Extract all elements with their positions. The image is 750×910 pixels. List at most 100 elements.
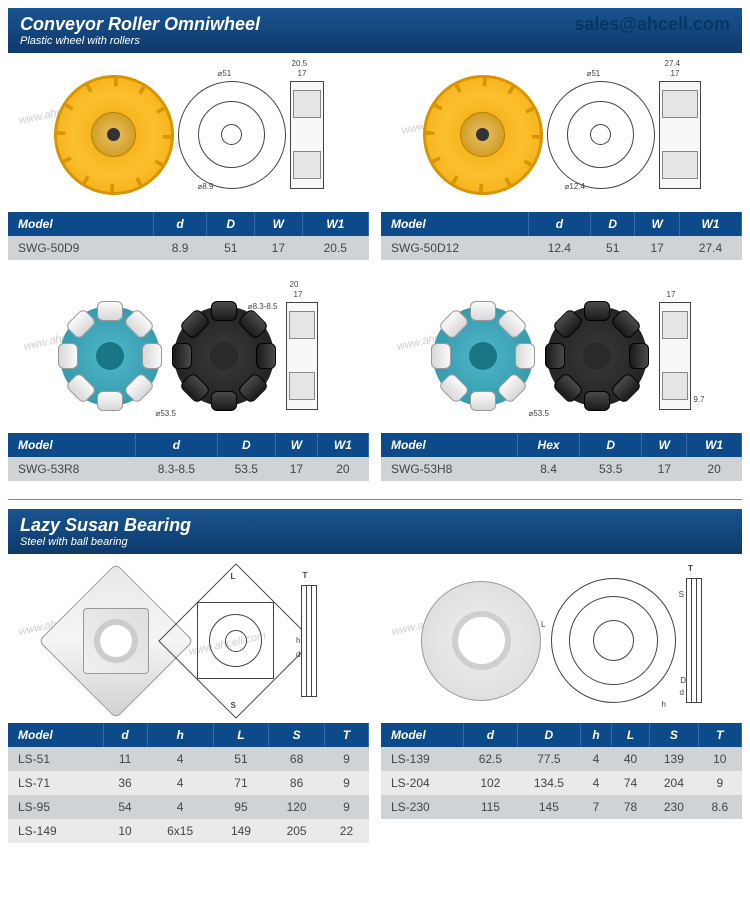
table-ls-square: ModeldhLSTLS-5111451689LS-7136471869LS-9… xyxy=(8,723,369,843)
col-header: Model xyxy=(8,433,136,457)
col-header: W1 xyxy=(302,212,368,236)
bearing-photo-icon xyxy=(421,581,541,701)
table-cell: 62.5 xyxy=(464,747,517,771)
col-header: W1 xyxy=(687,433,742,457)
side-drawing-icon xyxy=(301,585,317,697)
table-cell: 27.4 xyxy=(679,236,741,260)
dim-label: ⌀51 xyxy=(587,69,601,78)
front-drawing-icon xyxy=(181,586,291,696)
table-row: LS-5111451689 xyxy=(8,747,369,771)
product-swg50d12: www.ahcell.com ⌀51 ⌀12.4 27.4 17 ModeldD… xyxy=(381,57,742,260)
table-cell: 204 xyxy=(650,771,698,795)
table-cell: SWG-50D9 xyxy=(8,236,153,260)
product-lazysusan-square: www.ahcell.com www.ahcell.com L S h d T xyxy=(8,558,369,843)
dim-label: 9.7 xyxy=(693,395,704,404)
dim-label: S xyxy=(231,701,236,710)
table-cell: 51 xyxy=(590,236,634,260)
table-cell: 4 xyxy=(147,747,213,771)
dim-label: d xyxy=(680,688,684,697)
table-row: SWG-53R88.3-8.553.51720 xyxy=(8,457,369,481)
table-cell: 8.6 xyxy=(698,795,741,819)
table-cell: 71 xyxy=(213,771,269,795)
col-header: Hex xyxy=(518,433,580,457)
table-row: SWG-50D98.9511720.5 xyxy=(8,236,369,260)
table-cell: 12.4 xyxy=(528,236,590,260)
dim-label: ⌀53.5 xyxy=(156,409,176,418)
col-header: Model xyxy=(381,212,528,236)
col-header: d xyxy=(103,723,147,747)
omniwheel-photo-icon xyxy=(433,306,533,406)
table-cell: 78 xyxy=(611,795,649,819)
table-cell: 4 xyxy=(581,747,612,771)
table-row: LS-204102134.54742049 xyxy=(381,771,742,795)
table-cell: LS-51 xyxy=(8,747,103,771)
col-header: d xyxy=(528,212,590,236)
dim-label: ⌀8.9 xyxy=(198,182,214,191)
section2-title: Lazy Susan Bearing xyxy=(20,515,730,536)
col-header: W xyxy=(255,212,303,236)
col-header: D xyxy=(579,433,641,457)
product-lazysusan-round: www.ahcell.com www.ahcell.com S L D d h … xyxy=(381,558,742,843)
dim-label: ⌀53.5 xyxy=(529,409,549,418)
table-cell: 74 xyxy=(611,771,649,795)
section1-subtitle: Plastic wheel with rollers xyxy=(20,35,730,47)
dim-label: 20 xyxy=(290,280,299,289)
table-cell: 9 xyxy=(324,771,368,795)
table-cell: 22 xyxy=(324,819,368,843)
table-row: LS-13962.577.544013910 xyxy=(381,747,742,771)
table-cell: 9 xyxy=(698,771,741,795)
table-cell: LS-204 xyxy=(381,771,464,795)
table-cell: 77.5 xyxy=(517,747,581,771)
col-header: h xyxy=(581,723,612,747)
table-cell: 20.5 xyxy=(302,236,368,260)
section2-header: Lazy Susan Bearing Steel with ball beari… xyxy=(8,509,742,554)
front-drawing-icon xyxy=(174,306,274,406)
table-cell: 68 xyxy=(269,747,325,771)
table-cell: 95 xyxy=(213,795,269,819)
table-cell: 120 xyxy=(269,795,325,819)
col-header: W1 xyxy=(679,212,741,236)
table-cell: SWG-50D12 xyxy=(381,236,528,260)
dim-label: ⌀51 xyxy=(218,69,232,78)
email-text: sales@ahcell.com xyxy=(574,14,730,35)
table-row: SWG-53H88.453.51720 xyxy=(381,457,742,481)
table-cell: 54 xyxy=(103,795,147,819)
col-header: S xyxy=(269,723,325,747)
col-header: d xyxy=(464,723,517,747)
table-cell: 53.5 xyxy=(579,457,641,481)
dim-label: 17 xyxy=(298,69,307,78)
col-header: W xyxy=(275,433,317,457)
table-cell: 145 xyxy=(517,795,581,819)
col-header: W xyxy=(635,212,679,236)
table-cell: 10 xyxy=(103,819,147,843)
front-drawing-icon xyxy=(551,578,676,703)
side-drawing-icon xyxy=(659,302,691,410)
table-cell: 17 xyxy=(275,457,317,481)
col-header: W1 xyxy=(317,433,368,457)
dim-label: h xyxy=(662,700,666,709)
table-cell: 17 xyxy=(642,457,687,481)
table-cell: 6x15 xyxy=(147,819,213,843)
side-drawing-icon xyxy=(290,81,324,189)
table-ls-round: ModeldDhLSTLS-13962.577.544013910LS-2041… xyxy=(381,723,742,819)
table-swg53h8: ModelHexDWW1SWG-53H88.453.51720 xyxy=(381,433,742,481)
table-cell: 51 xyxy=(213,747,269,771)
table-cell: 4 xyxy=(581,771,612,795)
col-header: T xyxy=(698,723,741,747)
dim-label: 17 xyxy=(294,290,303,299)
table-cell: LS-139 xyxy=(381,747,464,771)
table-cell: 230 xyxy=(650,795,698,819)
col-header: Model xyxy=(8,723,103,747)
table-cell: 53.5 xyxy=(217,457,275,481)
col-header: D xyxy=(517,723,581,747)
wheel-photo-icon xyxy=(54,75,174,195)
dim-label: S xyxy=(679,590,684,599)
table-cell: LS-95 xyxy=(8,795,103,819)
table-cell: 9 xyxy=(324,747,368,771)
product-swg50d9: www.ahcell.com www.ahcell.com ⌀51 ⌀8.9 2… xyxy=(8,57,369,260)
table-cell: 4 xyxy=(147,771,213,795)
table-swg50d12: ModeldDWW1SWG-50D1212.4511727.4 xyxy=(381,212,742,260)
table-row: LS-149106x1514920522 xyxy=(8,819,369,843)
table-cell: 51 xyxy=(207,236,255,260)
table-cell: SWG-53H8 xyxy=(381,457,518,481)
